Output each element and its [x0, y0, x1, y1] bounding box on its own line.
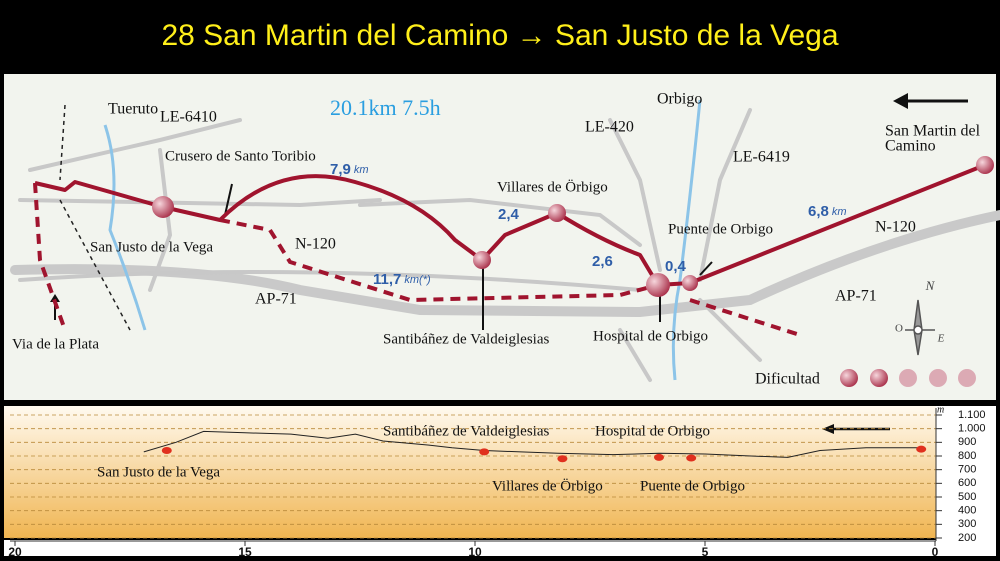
map-label: LE-6410	[160, 109, 217, 126]
x-tick-label: 15	[238, 545, 252, 559]
y-tick-label: 700	[958, 464, 976, 476]
title: 28 San Martin del Camino → San Justo de …	[161, 19, 838, 52]
x-tick-label: 20	[8, 545, 22, 559]
map-label: AP-71	[835, 288, 877, 305]
header-bar	[0, 0, 1000, 72]
distance-value: 2,6	[592, 253, 613, 270]
map-label: Via de la Plata	[12, 336, 99, 352]
compass-e: E	[937, 333, 945, 345]
axis-panel	[936, 406, 996, 546]
stop-marker	[161, 447, 172, 455]
map-label: San Justo de la Vega	[90, 239, 213, 255]
distance-value: 11,7	[373, 271, 401, 288]
y-tick-label: 600	[958, 477, 976, 489]
map-label: Tueruto	[108, 101, 158, 118]
x-tick-label: 5	[702, 545, 709, 559]
map-label: LE-420	[585, 119, 634, 136]
distance-value: 6,8	[808, 203, 829, 220]
map-label: N-120	[295, 236, 336, 253]
distance-value: 0,4	[665, 258, 687, 275]
x-tick-label: 10	[468, 545, 482, 559]
y-tick-label: 200	[958, 532, 976, 544]
y-tick-label: 1.000	[958, 423, 986, 435]
map-label: Puente de Orbigo	[668, 221, 773, 237]
y-tick-label: 500	[958, 491, 976, 503]
stop-marker	[654, 453, 664, 461]
y-tick-label: 400	[958, 505, 976, 517]
distance-label: 11,7 km(*)	[373, 271, 431, 288]
profile-label: San Justo de la Vega	[97, 464, 220, 480]
x-axis-panel	[4, 540, 996, 556]
x-tick-label: 0	[932, 545, 939, 559]
distance-label: 7,9 km	[330, 161, 369, 178]
map-label: AP-71	[255, 291, 297, 308]
profile-label: Santibáñez de Valdeiglesias	[383, 423, 550, 439]
map-base	[10, 93, 1000, 387]
profile-label: Villares de Örbigo	[492, 477, 603, 494]
distance-label: 2,6	[592, 253, 613, 270]
map-label: Camino	[885, 138, 936, 155]
distance-unit: km	[354, 164, 369, 176]
distance-label: 6,8 km	[808, 203, 847, 220]
map-label: Hospital de Orbigo	[593, 328, 708, 344]
y-tick-label: 800	[958, 450, 976, 462]
map-label: Crusero de Santo Toribio	[165, 148, 316, 164]
profile-label: Hospital de Orbigo	[595, 423, 710, 439]
distance-label: 2,4	[498, 206, 520, 223]
distance-value: 2,4	[498, 206, 520, 223]
stop-marker	[557, 455, 568, 463]
map-label: San Martin del	[885, 123, 981, 140]
compass-n: N	[925, 278, 936, 293]
map-label: LE-6419	[733, 149, 790, 166]
distance-unit: km(*)	[404, 274, 431, 286]
compass-o: O	[895, 323, 903, 335]
map-label: Villares de Örbigo	[497, 178, 608, 195]
summary: 20.1km 7.5h	[330, 95, 441, 120]
profile-label: Puente de Orbigo	[640, 478, 745, 494]
stop-marker	[916, 445, 927, 453]
map-label: Santibáñez de Valdeiglesias	[383, 331, 550, 347]
map-label: Orbigo	[657, 91, 702, 108]
y-tick-label: 900	[958, 436, 976, 448]
direction-arrow-head	[822, 424, 834, 434]
map-label: N-120	[875, 219, 916, 236]
y-tick-label: 1.100	[958, 409, 986, 421]
distance-value: 7,9	[330, 161, 351, 178]
legend-label: Dificultad	[755, 371, 820, 388]
stop-marker	[479, 448, 490, 456]
distance-unit: km	[832, 206, 847, 218]
y-tick-label: 300	[958, 518, 976, 530]
map-panel	[4, 74, 996, 400]
stop-marker	[686, 454, 697, 462]
distance-label: 0,4	[665, 258, 687, 275]
y-unit: m	[937, 404, 944, 415]
